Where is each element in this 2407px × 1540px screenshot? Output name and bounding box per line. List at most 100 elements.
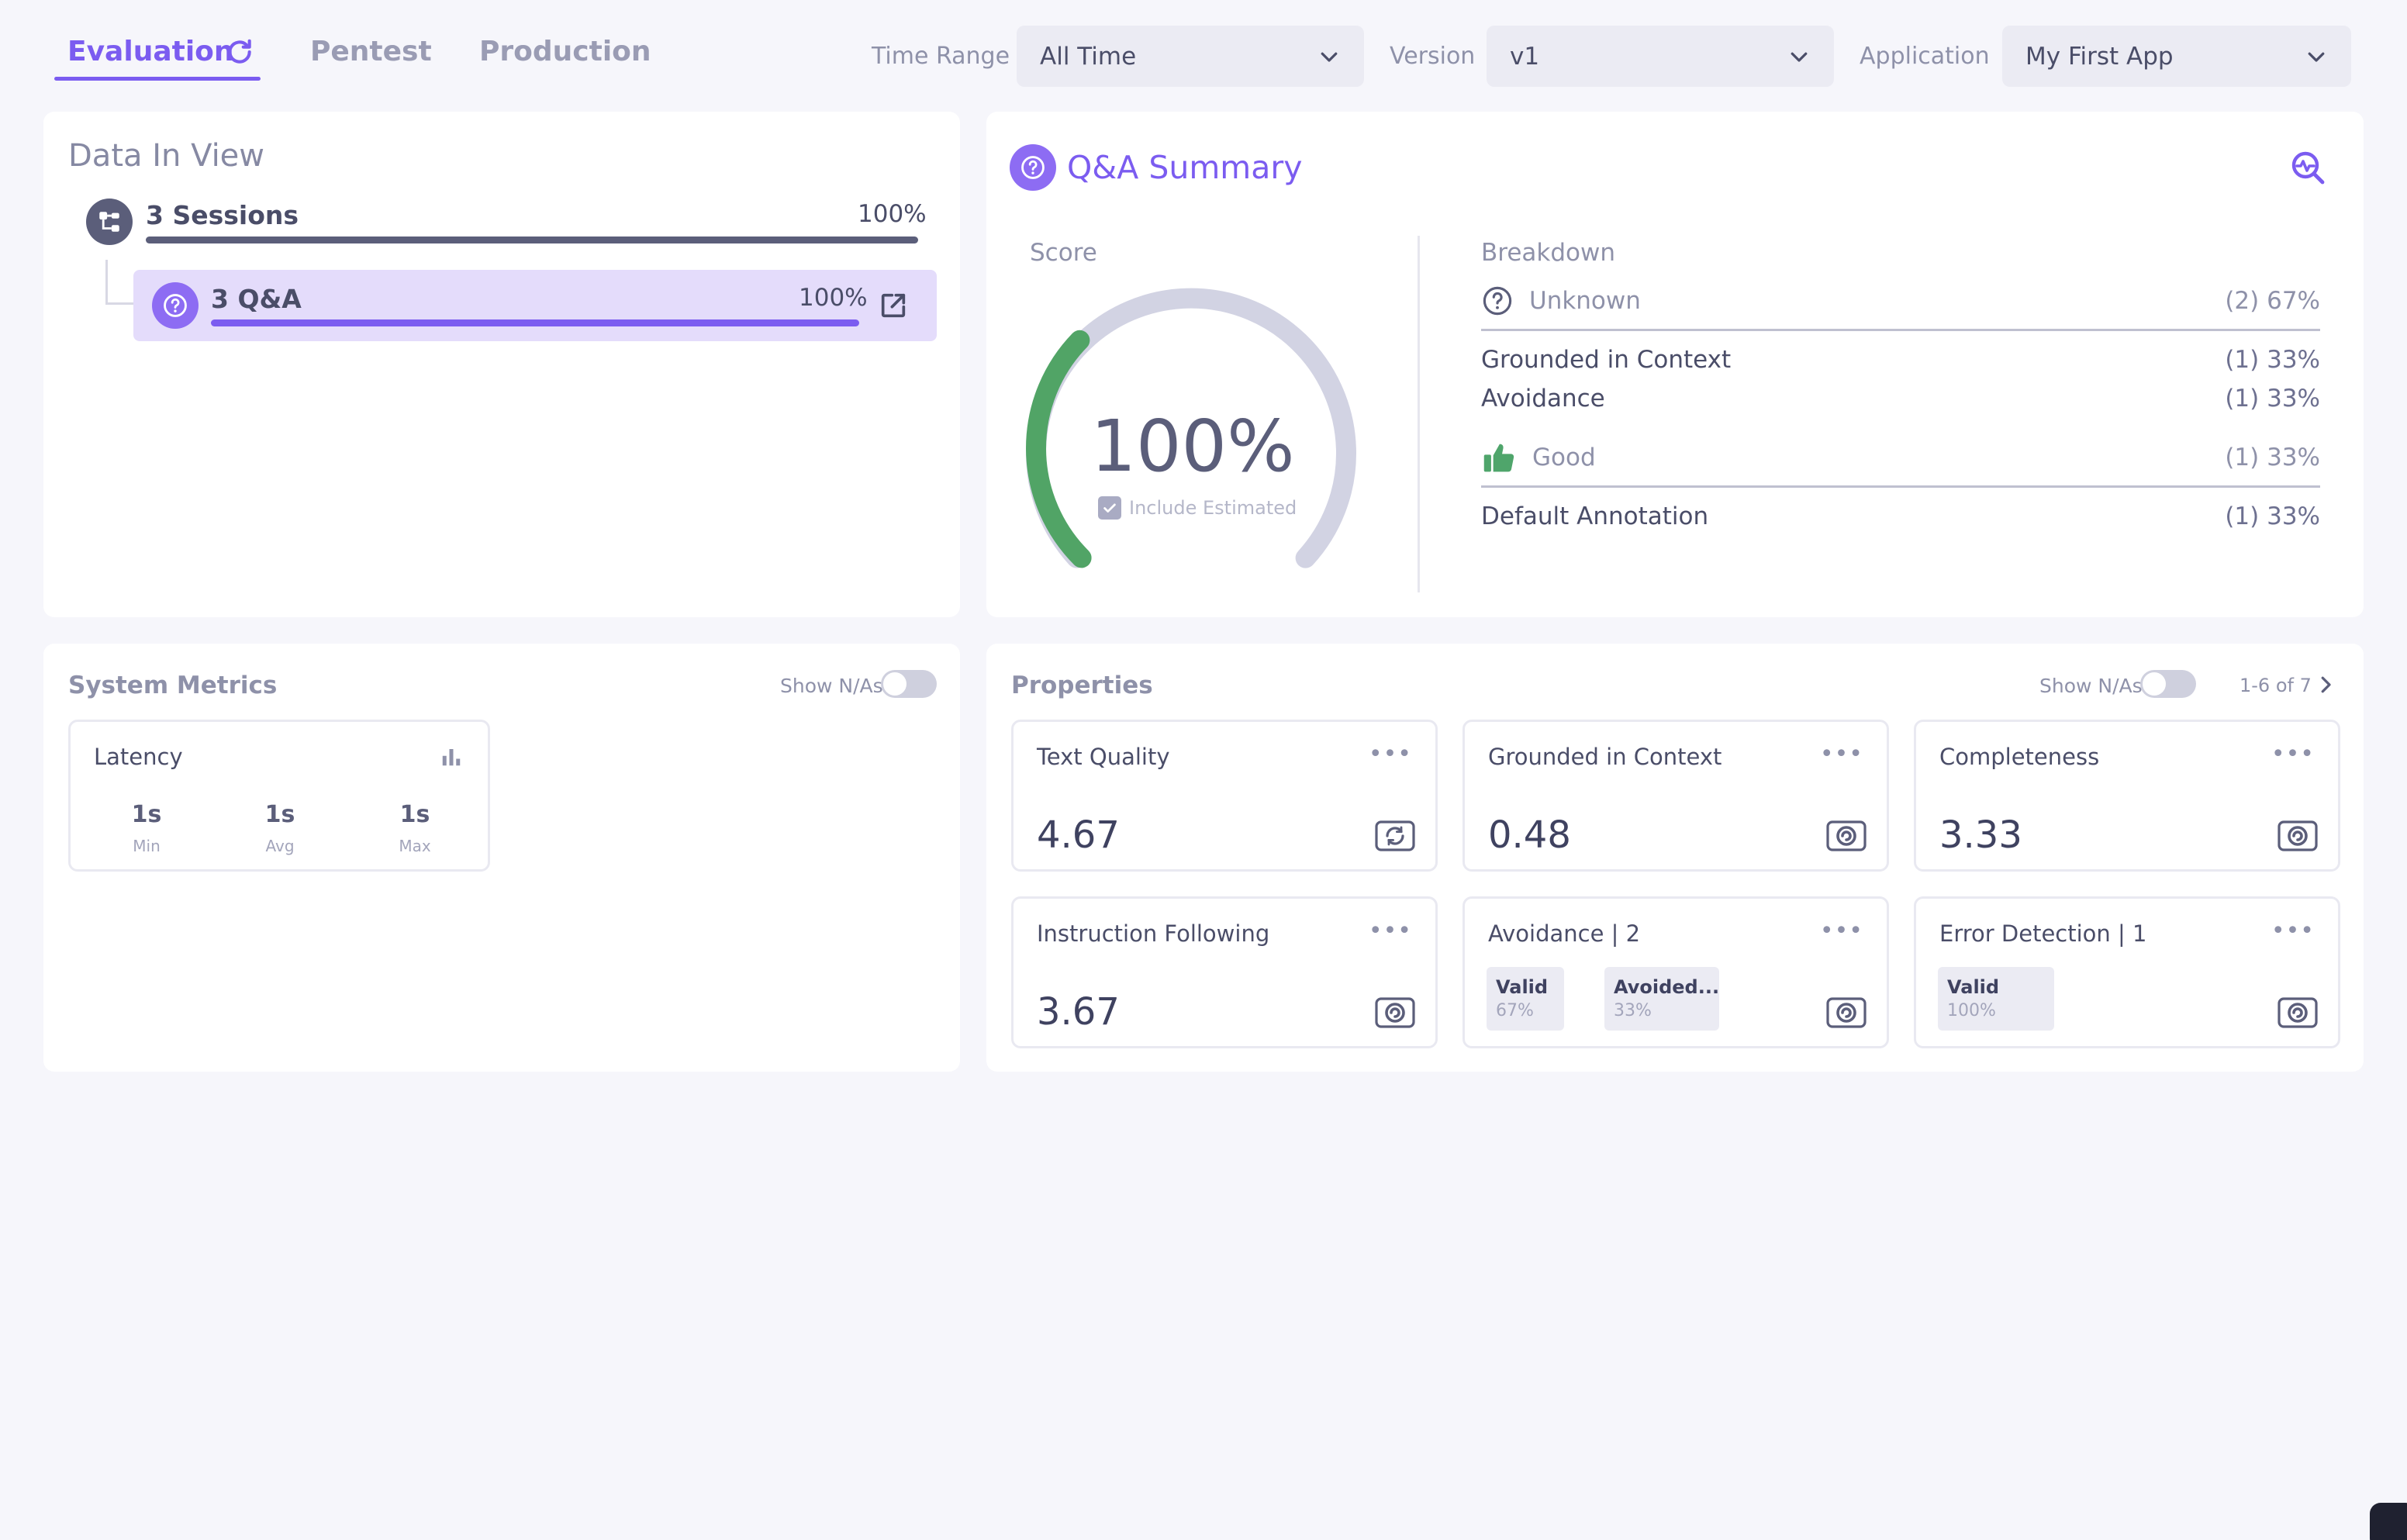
property-title: Avoidance | 2: [1488, 920, 1641, 947]
more-options-icon[interactable]: •••: [1819, 917, 1863, 944]
category-pill-valid[interactable]: Valid 67%: [1487, 967, 1564, 1031]
application-value: My First App: [2025, 42, 2174, 71]
floating-widget[interactable]: [2370, 1503, 2407, 1540]
breakdown-good-value: (1) 33%: [2225, 444, 2320, 471]
breakdown-grounded-label: Grounded in Context: [1481, 346, 1732, 374]
latency-avg-label: Avg: [265, 837, 295, 855]
active-tab-indicator: [54, 77, 261, 81]
qa-percent: 100%: [799, 284, 868, 312]
category-pill-valid[interactable]: Valid 100%: [1938, 967, 2054, 1031]
breakdown-unknown-header: Unknown (2) 67%: [1481, 284, 2320, 318]
chevron-right-icon[interactable]: [2314, 673, 2337, 696]
breakdown-unknown-label: Unknown: [1529, 287, 1641, 315]
include-estimated-checkbox[interactable]: Include Estimated: [1098, 496, 1297, 520]
qa-progress-bar: [211, 319, 859, 326]
category-label: Valid: [1496, 976, 1549, 998]
property-card-text-quality[interactable]: Text Quality ••• 4.67: [1011, 720, 1438, 872]
breakdown-title: Breakdown: [1481, 239, 1615, 267]
chevron-down-icon: [1321, 52, 1338, 62]
vertical-divider: [1418, 236, 1420, 592]
breakdown-unknown-value: (2) 67%: [2225, 287, 2320, 315]
latency-max-value: 1s: [399, 801, 430, 828]
question-icon: [152, 282, 199, 329]
breakdown-default-value: (1) 33%: [2225, 502, 2320, 530]
tree-connector: [105, 260, 135, 305]
property-type-icon: [1375, 820, 1415, 851]
tab-production[interactable]: Production: [479, 36, 651, 67]
sessions-percent: 100%: [858, 200, 927, 228]
category-label: Valid: [1947, 976, 2000, 998]
checkbox-checked-icon: [1098, 496, 1121, 520]
latency-title: Latency: [94, 744, 183, 770]
property-title: Grounded in Context: [1488, 744, 1722, 770]
property-title: Error Detection | 1: [1939, 920, 2147, 947]
property-card-grounded-in-context[interactable]: Grounded in Context ••• 0.48: [1463, 720, 1889, 872]
breakdown-default-row: Default Annotation (1) 33%: [1481, 502, 2320, 530]
category-pill-avoided[interactable]: Avoided... 33%: [1604, 967, 1719, 1031]
qa-row[interactable]: 3 Q&A 100%: [133, 270, 937, 341]
property-type-icon: [2277, 997, 2318, 1028]
sessions-label[interactable]: 3 Sessions: [146, 200, 299, 230]
show-na-label: Show N/As: [780, 675, 883, 697]
breakdown-grounded-row: Grounded in Context (1) 33%: [1481, 346, 2320, 374]
score-gauge: [1026, 288, 1356, 568]
chevron-down-icon: [2308, 52, 2325, 62]
property-value: 4.67: [1037, 813, 1120, 857]
more-options-icon[interactable]: •••: [2271, 917, 2315, 944]
time-range-value: All Time: [1040, 42, 1137, 71]
version-select[interactable]: v1: [1487, 26, 1834, 87]
latency-max-label: Max: [399, 837, 431, 855]
more-options-icon[interactable]: •••: [1819, 741, 1863, 768]
application-select[interactable]: My First App: [2002, 26, 2351, 87]
breakdown-avoidance-label: Avoidance: [1481, 385, 1605, 413]
property-title: Text Quality: [1037, 744, 1170, 770]
breakdown-avoidance-value: (1) 33%: [2225, 385, 2320, 413]
system-metrics-panel: [43, 644, 960, 1072]
properties-title: Properties: [1011, 672, 1153, 699]
property-card-error-detection[interactable]: Error Detection | 1 ••• Valid 100%: [1914, 896, 2340, 1048]
analyze-search-icon[interactable]: [2289, 149, 2326, 186]
data-in-view-title: Data In View: [68, 138, 265, 174]
application-label: Application: [1860, 43, 1990, 70]
pagination-label: 1-6 of 7: [2240, 675, 2312, 696]
system-metrics-title: System Metrics: [68, 672, 278, 699]
category-percent: 100%: [1947, 1001, 1996, 1020]
category-percent: 67%: [1496, 1001, 1534, 1020]
property-card-completeness[interactable]: Completeness ••• 3.33: [1914, 720, 2340, 872]
show-na-toggle[interactable]: [2140, 670, 2196, 698]
thumbs-up-icon: [1483, 444, 1514, 472]
latency-min-value: 1s: [131, 801, 162, 828]
property-card-instruction-following[interactable]: Instruction Following ••• 3.67: [1011, 896, 1438, 1048]
property-type-icon: [2277, 820, 2318, 851]
more-options-icon[interactable]: •••: [1368, 741, 1412, 768]
breakdown-grounded-value: (1) 33%: [2225, 346, 2320, 374]
version-value: v1: [1510, 42, 1540, 71]
property-value: 3.67: [1037, 990, 1120, 1034]
tab-evaluation[interactable]: Evaluation: [67, 36, 234, 67]
time-range-select[interactable]: All Time: [1017, 26, 1364, 87]
breakdown-avoidance-row: Avoidance (1) 33%: [1481, 385, 2320, 413]
property-card-avoidance[interactable]: Avoidance | 2 ••• Valid 67% Avoided... 3…: [1463, 896, 1889, 1048]
latency-card: Latency 1s Min 1s Avg 1s Max: [68, 720, 490, 872]
open-external-icon[interactable]: [878, 290, 909, 321]
category-percent: 33%: [1614, 1001, 1652, 1020]
property-title: Instruction Following: [1037, 920, 1270, 947]
tab-pentest[interactable]: Pentest: [310, 36, 432, 67]
question-icon: [1010, 144, 1056, 191]
include-estimated-label: Include Estimated: [1129, 497, 1297, 519]
time-range-label: Time Range: [872, 43, 1010, 70]
breakdown-good-label: Good: [1532, 444, 1596, 471]
version-label: Version: [1390, 43, 1476, 70]
breakdown-default-label: Default Annotation: [1481, 502, 1709, 530]
property-type-icon: [1826, 997, 1867, 1028]
refresh-icon[interactable]: [225, 37, 254, 67]
data-in-view-panel: [43, 112, 960, 617]
bar-chart-icon[interactable]: [440, 745, 463, 768]
sessions-icon: [86, 199, 133, 245]
property-value: 3.33: [1939, 813, 2022, 857]
more-options-icon[interactable]: •••: [2271, 741, 2315, 768]
show-na-toggle[interactable]: [881, 670, 937, 698]
more-options-icon[interactable]: •••: [1368, 917, 1412, 944]
property-title: Completeness: [1939, 744, 2100, 770]
score-label: Score: [1030, 239, 1097, 267]
